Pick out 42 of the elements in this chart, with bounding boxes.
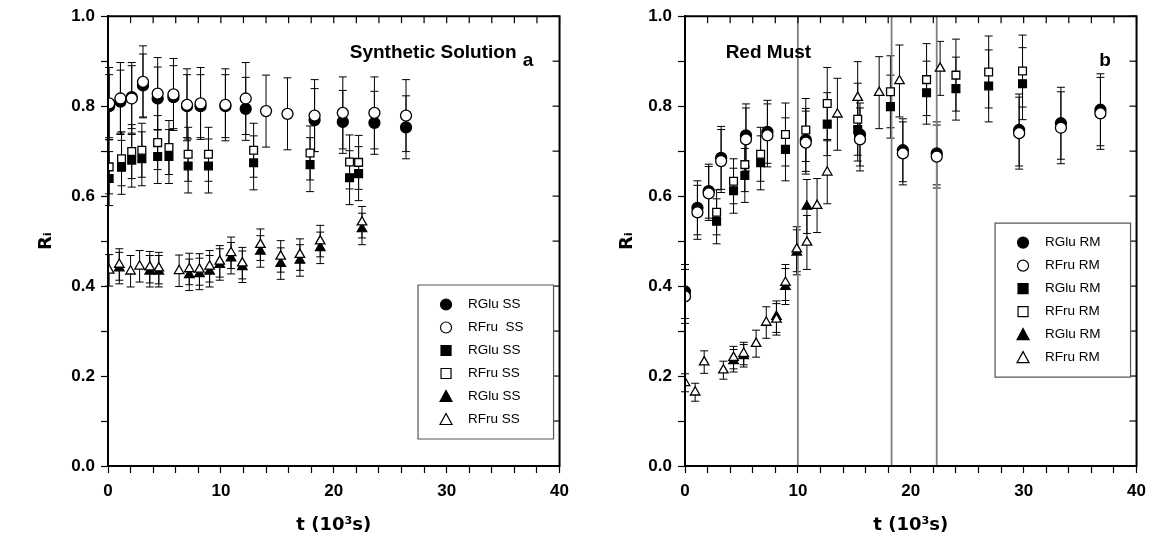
x-tick-label: 10 (788, 480, 808, 500)
legend-label: RGlu SS (468, 388, 521, 404)
x-axis-title: t (10³s) (873, 512, 949, 534)
legend-label: RGlu RM (1045, 280, 1101, 296)
y-tick-label: 0.4 (648, 275, 673, 295)
text: Synthetic Solution (349, 41, 517, 63)
y-tick-label: 0.4 (71, 275, 96, 295)
y-tick-label: 1.0 (648, 5, 672, 25)
y-tick-label: 0.8 (648, 95, 672, 115)
x-tick-label: 30 (1014, 480, 1034, 500)
legend-label: RGlu SS (468, 296, 521, 312)
x-tick-label: 30 (437, 480, 457, 500)
legend-label: RFru SS (468, 365, 520, 381)
legend-label: RGlu RM (1045, 326, 1101, 342)
legend-label: RFru RM (1045, 257, 1100, 273)
x-tick-label: 40 (1127, 480, 1147, 500)
y-axis-title: Rᵢ (615, 232, 637, 251)
annotation: b (1099, 49, 1111, 71)
y-axis-title: Rᵢ (34, 232, 56, 251)
y-tick-label: 0.0 (648, 455, 672, 475)
legend-label: RFru RM (1045, 349, 1100, 365)
annotation: a (522, 49, 534, 71)
legend-label: RFru SS (468, 411, 520, 427)
legend-label: RFru RM (1045, 303, 1100, 319)
x-axis-title: t (10³s) (296, 512, 372, 534)
x-tick-label: 0 (680, 480, 690, 500)
x-tick-label: 20 (324, 480, 344, 500)
y-tick-label: 0.6 (71, 185, 95, 205)
legend-label: RGlu RM (1045, 234, 1101, 250)
y-tick-label: 0.0 (71, 455, 95, 475)
x-tick-label: 40 (550, 480, 570, 500)
x-tick-label: 20 (901, 480, 921, 500)
x-tick-label: 0 (103, 480, 113, 500)
y-tick-label: 0.6 (648, 185, 672, 205)
legend-label: RGlu SS (468, 342, 521, 358)
x-tick-label: 10 (211, 480, 231, 500)
y-tick-label: 0.8 (71, 95, 95, 115)
legend-label: RFru SS (468, 319, 524, 335)
y-tick-label: 0.2 (648, 365, 672, 385)
y-tick-label: 1.0 (71, 5, 95, 25)
text: Red Must (725, 41, 812, 63)
y-tick-label: 0.2 (71, 365, 95, 385)
